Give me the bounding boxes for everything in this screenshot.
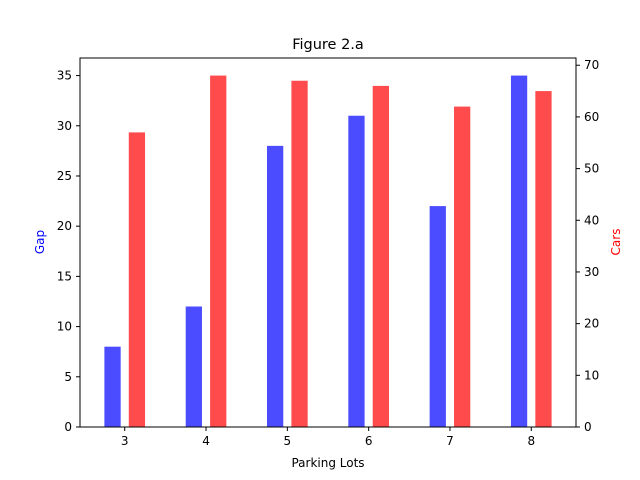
cars-series <box>128 75 552 428</box>
x-axis: 3 4 5 6 7 8 <box>121 427 535 448</box>
y-left-tick-label: 20 <box>57 219 72 233</box>
cars-bar-4 <box>210 75 227 428</box>
gap-bar-5 <box>267 145 284 427</box>
gap-bar-3 <box>104 346 121 427</box>
y-axis-left: 0 5 10 15 20 25 30 35 <box>57 69 80 434</box>
cars-bar-3 <box>128 132 146 427</box>
y-left-tick-label: 25 <box>57 169 72 183</box>
gap-bar-6 <box>348 115 365 428</box>
x-tick-label: 7 <box>446 434 454 448</box>
x-tick-label: 5 <box>284 434 292 448</box>
y-right-tick-label: 20 <box>584 317 599 331</box>
y-axis-right: 0 10 20 30 40 50 60 70 <box>576 58 599 434</box>
cars-bar-8 <box>535 91 552 428</box>
gap-series <box>104 75 528 428</box>
y-right-tick-label: 0 <box>584 420 592 434</box>
y-right-tick-label: 40 <box>584 213 599 227</box>
y-left-tick-label: 5 <box>64 370 72 384</box>
y-axis-label-left: Gap <box>33 230 47 254</box>
gap-bar-4 <box>185 306 202 427</box>
y-right-tick-label: 10 <box>584 368 599 382</box>
cars-bar-7 <box>454 106 471 427</box>
y-right-tick-label: 30 <box>584 265 599 279</box>
y-left-tick-label: 35 <box>57 69 72 83</box>
x-axis-label: Parking Lots <box>291 456 364 470</box>
y-left-tick-label: 0 <box>64 420 72 434</box>
x-tick-label: 3 <box>121 434 129 448</box>
gap-bar-7 <box>429 206 446 427</box>
plot-frame <box>79 57 577 428</box>
y-right-tick-label: 70 <box>584 58 599 72</box>
y-left-tick-label: 10 <box>57 320 72 334</box>
x-tick-label: 6 <box>365 434 373 448</box>
cars-bar-5 <box>291 80 308 427</box>
y-left-tick-label: 30 <box>57 119 72 133</box>
chart-title: Figure 2.a <box>292 37 364 53</box>
y-right-tick-label: 50 <box>584 162 599 176</box>
x-tick-label: 8 <box>527 434 535 448</box>
y-right-tick-label: 60 <box>584 110 599 124</box>
y-axis-label-right: Cars <box>609 229 623 256</box>
x-tick-label: 4 <box>202 434 210 448</box>
gap-bar-8 <box>510 75 528 428</box>
cars-bar-6 <box>372 85 389 427</box>
y-left-tick-label: 15 <box>57 269 72 283</box>
